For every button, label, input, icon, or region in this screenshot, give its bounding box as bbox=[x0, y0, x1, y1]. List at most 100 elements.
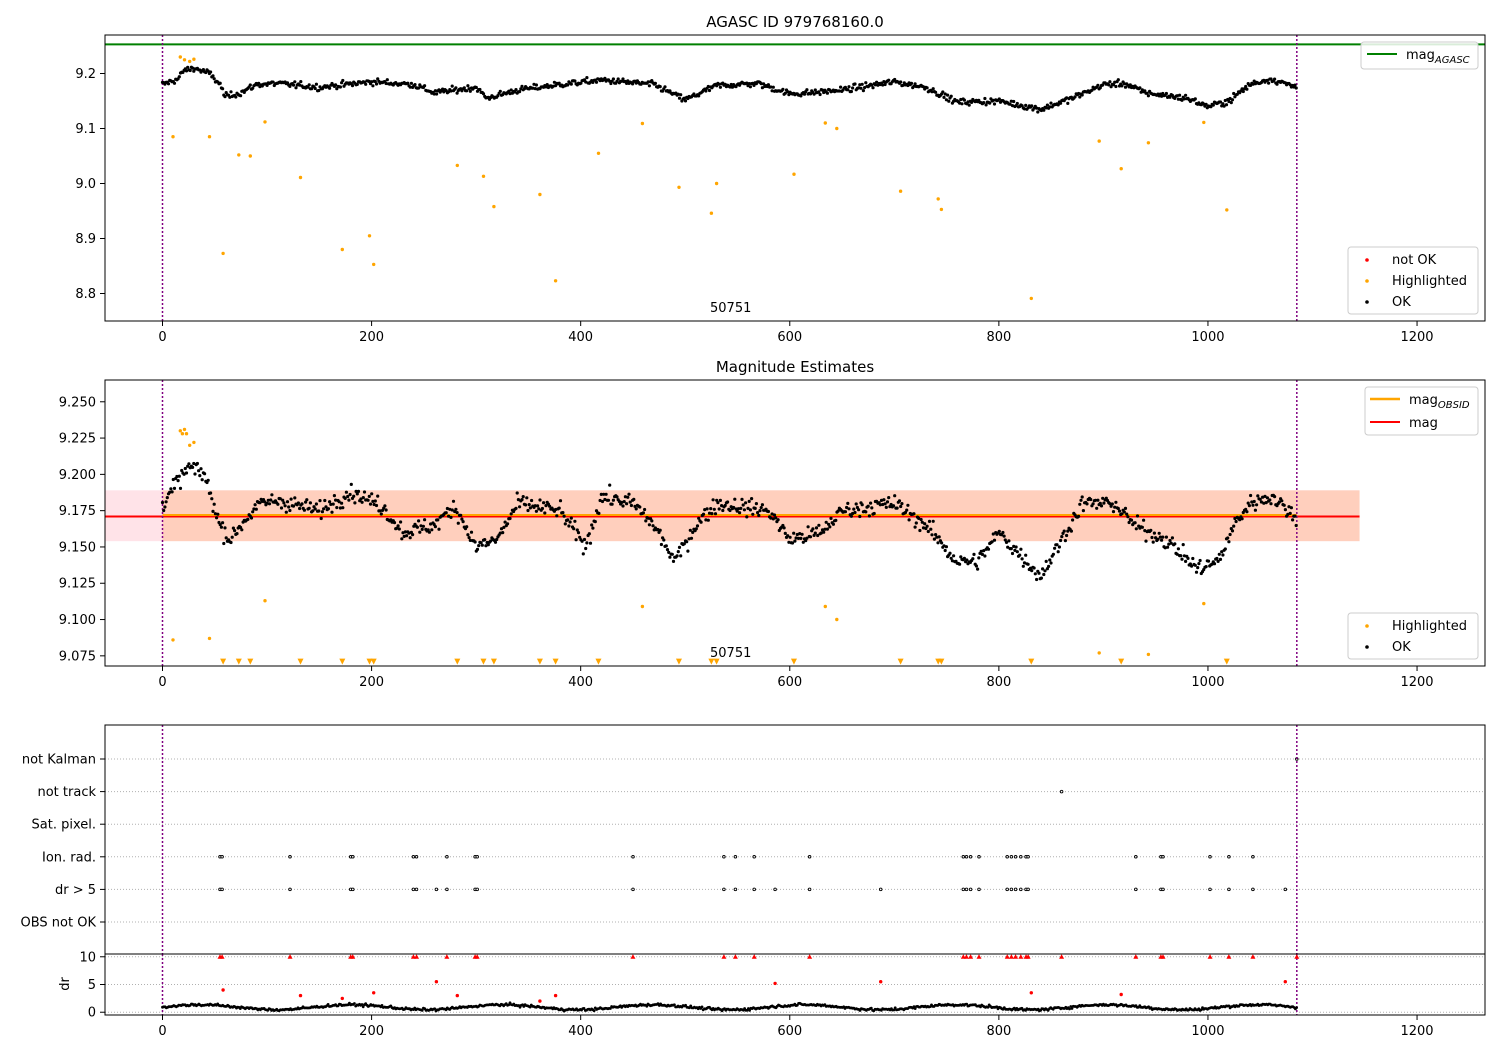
dr-clipped-marker bbox=[1025, 954, 1031, 959]
ok-point bbox=[729, 82, 733, 87]
ok-point bbox=[805, 88, 809, 92]
ok-point bbox=[1161, 535, 1165, 539]
ok-point bbox=[370, 80, 374, 84]
ok-point bbox=[163, 505, 167, 509]
ok-point bbox=[875, 80, 879, 84]
ok-point bbox=[278, 497, 282, 501]
ok-point bbox=[1166, 545, 1170, 549]
ok-point bbox=[419, 524, 423, 528]
ok-point bbox=[899, 80, 903, 84]
flag-category-label: Sat. pixel. bbox=[32, 818, 96, 833]
dr-point bbox=[582, 1007, 586, 1010]
ok-point bbox=[925, 524, 929, 528]
ok-point bbox=[462, 86, 466, 90]
ok-point bbox=[1044, 106, 1048, 110]
flag-event bbox=[977, 887, 981, 892]
ok-point bbox=[1090, 88, 1094, 92]
ok-point bbox=[1196, 566, 1200, 570]
ok-point bbox=[212, 502, 216, 506]
ok-point bbox=[572, 527, 576, 531]
ok-point bbox=[853, 82, 857, 86]
dr-clipped-marker bbox=[1059, 954, 1065, 959]
ok-point bbox=[435, 92, 439, 96]
ok-point bbox=[733, 497, 737, 501]
ok-point bbox=[632, 497, 636, 501]
ok-point bbox=[771, 85, 775, 89]
ok-point bbox=[831, 522, 836, 526]
ok-point bbox=[962, 556, 967, 561]
legend-ok-label: OK bbox=[1392, 295, 1411, 310]
ok-point bbox=[1228, 532, 1232, 537]
ok-point bbox=[1230, 529, 1235, 533]
ok-point bbox=[1164, 535, 1168, 539]
dr-point bbox=[592, 1009, 596, 1013]
ok-point bbox=[825, 527, 830, 531]
ok-point bbox=[1035, 577, 1039, 582]
dr-clipped-marker bbox=[1013, 954, 1019, 959]
ok-point bbox=[887, 78, 891, 82]
ok-point bbox=[906, 83, 910, 88]
dr-clipped-marker bbox=[1160, 954, 1166, 959]
ok-point bbox=[1013, 548, 1017, 553]
ok-point bbox=[483, 538, 487, 542]
ok-point bbox=[1263, 494, 1267, 498]
ok-point bbox=[1122, 510, 1126, 514]
ok-point bbox=[340, 501, 344, 505]
ok-point bbox=[498, 89, 502, 93]
ok-point bbox=[617, 499, 622, 504]
ok-point bbox=[293, 80, 297, 84]
ok-point bbox=[932, 537, 937, 541]
ok-point bbox=[218, 523, 222, 527]
ok-point bbox=[1022, 561, 1027, 565]
ok-point bbox=[306, 85, 310, 89]
flag-event bbox=[220, 887, 224, 892]
ok-point bbox=[870, 83, 874, 87]
ok-point bbox=[213, 512, 217, 516]
ok-point bbox=[813, 531, 817, 535]
ok-point bbox=[265, 83, 269, 87]
ok-point bbox=[366, 498, 370, 502]
ok-point bbox=[1173, 542, 1177, 546]
ok-point bbox=[239, 94, 243, 98]
ok-point bbox=[644, 519, 648, 523]
ok-point bbox=[526, 508, 530, 513]
ok-point bbox=[668, 555, 672, 559]
flag-event bbox=[752, 887, 756, 892]
ok-point bbox=[897, 499, 902, 503]
ok-point bbox=[817, 523, 821, 527]
flag-event bbox=[964, 887, 969, 892]
ok-point bbox=[638, 505, 642, 509]
ok-point bbox=[320, 510, 324, 514]
flag-event bbox=[1283, 887, 1288, 892]
ok-point bbox=[1009, 99, 1013, 103]
ok-point bbox=[209, 491, 213, 495]
ok-point bbox=[664, 544, 668, 548]
ok-point bbox=[1123, 85, 1128, 89]
ok-point bbox=[1077, 91, 1081, 96]
ok-point bbox=[166, 82, 171, 86]
ok-point bbox=[783, 91, 787, 95]
ok-point bbox=[1240, 517, 1244, 521]
ok-point bbox=[1091, 502, 1095, 506]
ok-point bbox=[829, 516, 833, 521]
ok-point bbox=[766, 83, 771, 87]
ok-point bbox=[846, 88, 850, 92]
lower-limit-marker bbox=[1028, 658, 1035, 665]
dr-clipped-marker bbox=[287, 954, 293, 959]
ok-point bbox=[433, 89, 437, 93]
ok-point bbox=[459, 513, 463, 517]
ok-point bbox=[498, 531, 502, 535]
ok-point bbox=[776, 518, 780, 522]
ok-point bbox=[990, 540, 994, 544]
ok-point bbox=[676, 550, 680, 554]
ok-point bbox=[757, 513, 761, 518]
ok-point bbox=[857, 86, 861, 90]
panel1-legend-status: not OK Highlighted OK bbox=[1347, 246, 1479, 315]
ok-point bbox=[706, 84, 710, 89]
ok-point bbox=[348, 492, 352, 497]
dr-point bbox=[869, 1006, 873, 1010]
ok-point bbox=[305, 498, 309, 502]
flag-event bbox=[1026, 887, 1030, 892]
ok-point bbox=[653, 81, 658, 85]
ok-point bbox=[866, 504, 870, 508]
